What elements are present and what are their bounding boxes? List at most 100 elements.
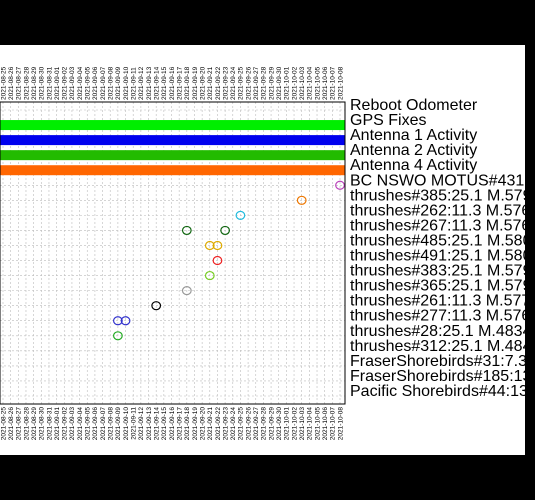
- x-tick-label-bottom: 2021-09-22: [215, 407, 222, 441]
- x-tick-label-bottom: 2021-09-27: [253, 407, 260, 441]
- x-tick-label-bottom: 2021-09-10: [123, 407, 130, 441]
- x-tick-label-bottom: 2021-10-02: [291, 407, 298, 441]
- x-tick-label-top: 2021-09-22: [215, 66, 222, 100]
- x-tick-label-bottom: 2021-09-13: [146, 407, 153, 441]
- detection-point: [212, 240, 223, 251]
- x-tick-label-top: 2021-09-29: [268, 66, 275, 100]
- row-label: thrushes#491:25.1 M.58081: [350, 248, 535, 265]
- row-label: FraserShorebirds#185:13.0 M.53169: [350, 368, 535, 385]
- x-tick-label-top: 2021-09-01: [54, 66, 61, 100]
- x-tick-label-top: 2021-09-23: [222, 66, 229, 100]
- x-tick-label-top: 2021-10-07: [330, 66, 337, 100]
- x-tick-label-bottom: 2021-10-03: [299, 407, 306, 441]
- row-label: thrushes#485:25.1 M.58072: [350, 232, 535, 249]
- x-tick-label-bottom: 2021-08-28: [23, 407, 30, 441]
- x-tick-label-bottom: 2021-09-06: [92, 407, 99, 441]
- detection-point: [181, 286, 192, 296]
- x-tick-label-bottom: 2021-09-17: [176, 407, 183, 441]
- row-label: Antenna 4 Activity: [350, 157, 477, 174]
- row-label: thrushes#365:25.1 M.57989: [350, 278, 535, 295]
- x-tick-label-top: 2021-09-09: [115, 66, 122, 100]
- x-tick-label-bottom: 2021-08-30: [39, 407, 46, 441]
- x-tick-label-bottom: 2021-09-16: [169, 407, 176, 441]
- row-label: FraserShorebirds#31:7.3 M.49134: [350, 353, 535, 370]
- x-tick-label-bottom: 2021-09-01: [54, 407, 61, 441]
- x-tick-label-bottom: 2021-09-29: [268, 407, 275, 441]
- x-tick-label-top: 2021-09-18: [184, 66, 191, 100]
- x-tick-label-top: 2021-09-19: [192, 66, 199, 100]
- plot-border: [0, 101, 346, 405]
- x-tick-label-top: 2021-10-06: [322, 66, 329, 100]
- x-tick-label-bottom: 2021-08-29: [31, 407, 38, 441]
- x-tick-label-top: 2021-09-28: [261, 66, 268, 100]
- x-tick-label-top: 2021-08-30: [39, 66, 46, 100]
- row-label: BC NSWO MOTUS#431:30.7 M.590: [350, 172, 535, 189]
- detection-point: [151, 301, 162, 311]
- x-tick-label-bottom: 2021-09-15: [161, 407, 168, 441]
- x-tick-label-top: 2021-08-26: [8, 66, 15, 100]
- x-tick-label-bottom: 2021-09-26: [245, 407, 252, 441]
- x-tick-label-bottom: 2021-08-25: [0, 407, 7, 441]
- row-label: thrushes#312:25.1 M.48436: [350, 338, 535, 355]
- row-label: thrushes#277:11.3 M.57665: [350, 308, 535, 325]
- x-tick-label-bottom: 2021-10-06: [322, 407, 329, 441]
- x-tick-label-top: 2021-09-06: [92, 66, 99, 100]
- x-tick-label-top: 2021-09-26: [245, 66, 252, 100]
- x-tick-label-bottom: 2021-09-21: [207, 407, 214, 441]
- x-tick-label-top: 2021-09-07: [100, 66, 107, 100]
- x-tick-label-top: 2021-10-01: [284, 66, 291, 100]
- x-tick-label-top: 2021-09-12: [138, 66, 145, 100]
- x-tick-label-top: 2021-09-02: [62, 66, 69, 100]
- x-tick-label-top: 2021-09-11: [131, 67, 138, 100]
- detection-point: [120, 316, 131, 326]
- x-tick-label-bottom: 2021-09-30: [276, 407, 283, 441]
- x-tick-label-bottom: 2021-08-26: [8, 407, 15, 441]
- row-label: thrushes#267:11.3 M.57679: [350, 217, 535, 234]
- x-tick-label-top: 2021-09-13: [146, 66, 153, 100]
- row-label: Pacific Shorebirds#44:13.7 M.52332: [350, 383, 535, 400]
- x-tick-label-bottom: 2021-10-05: [314, 407, 321, 441]
- activity-bar: [0, 135, 345, 146]
- x-tick-label-bottom: 2021-09-02: [62, 407, 69, 441]
- x-tick-label-top: 2021-09-25: [238, 66, 245, 100]
- row-label: thrushes#262:11.3 M.57675: [350, 202, 535, 219]
- detection-point: [204, 270, 215, 281]
- x-tick-label-bottom: 2021-09-08: [108, 407, 115, 441]
- row-label: thrushes#261:11.3 M.57706: [350, 293, 535, 310]
- x-tick-label-top: 2021-09-10: [123, 66, 130, 100]
- x-tick-label-bottom: 2021-09-25: [238, 407, 245, 441]
- x-tick-label-bottom: 2021-08-31: [46, 407, 53, 441]
- x-tick-label-top: 2021-09-17: [176, 66, 183, 100]
- x-tick-label-top: 2021-09-27: [253, 66, 260, 100]
- x-tick-label-bottom: 2021-09-28: [261, 407, 268, 441]
- detection-point: [112, 331, 123, 341]
- x-tick-label-bottom: 2021-09-12: [138, 407, 145, 441]
- activity-bar: [0, 150, 345, 161]
- x-tick-label-top: 2021-09-21: [207, 66, 214, 100]
- x-tick-label-top: 2021-09-15: [161, 66, 168, 100]
- x-tick-label-top: 2021-08-31: [46, 66, 53, 100]
- x-tick-label-bottom: 2021-09-03: [69, 407, 76, 441]
- x-tick-label-top: 2021-09-24: [230, 66, 237, 100]
- row-label: Antenna 2 Activity: [350, 142, 477, 159]
- detection-point: [335, 180, 345, 190]
- x-tick-label-top: 2021-09-04: [77, 66, 84, 100]
- x-tick-label-top: 2021-08-28: [23, 66, 30, 100]
- x-tick-label-bottom: 2021-09-14: [153, 407, 160, 441]
- x-tick-label-bottom: 2021-09-09: [115, 407, 122, 441]
- detection-point: [112, 316, 123, 326]
- x-tick-label-top: 2021-08-29: [31, 66, 38, 100]
- row-label: thrushes#383:25.1 M.57982: [350, 263, 535, 280]
- row-label: GPS Fixes: [350, 112, 426, 129]
- x-tick-label-top: 2021-09-03: [69, 66, 76, 100]
- activity-bar: [0, 165, 345, 176]
- x-tick-label-bottom: 2021-10-04: [307, 407, 314, 441]
- detection-point: [204, 240, 215, 251]
- x-tick-label-top: 2021-10-03: [299, 66, 306, 100]
- x-tick-label-top: 2021-09-05: [85, 66, 92, 100]
- x-tick-label-bottom: 2021-10-01: [284, 407, 291, 441]
- x-tick-label-top: 2021-08-27: [16, 66, 23, 100]
- x-tick-label-top: 2021-09-16: [169, 66, 176, 100]
- row-label: Antenna 1 Activity: [350, 127, 477, 144]
